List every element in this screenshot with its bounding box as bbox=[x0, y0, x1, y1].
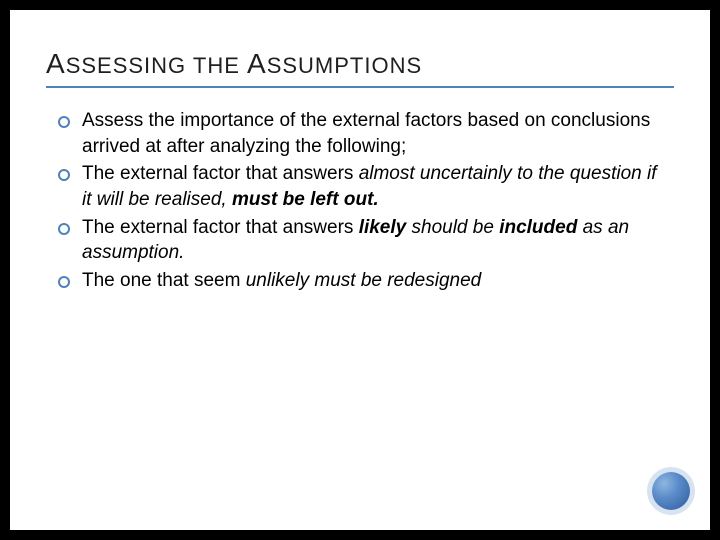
bullet-text-span: The one that seem bbox=[82, 270, 246, 291]
bullet-list: Assess the importance of the external fa… bbox=[46, 108, 674, 293]
bullet-text-span: must be left out. bbox=[232, 189, 379, 210]
bullet-text-span: likely bbox=[359, 217, 407, 238]
bullet-text-span: should be bbox=[406, 217, 499, 238]
bullet-text-span: The external factor that answers bbox=[82, 163, 359, 184]
slide-title: ASSESSING THE ASSUMPTIONS bbox=[46, 48, 674, 80]
slide: ASSESSING THE ASSUMPTIONS Assess the imp… bbox=[10, 10, 710, 530]
title-cap-2: A bbox=[247, 48, 267, 79]
bullet-item: The one that seem unlikely must be redes… bbox=[54, 268, 664, 294]
title-underline: ASSESSING THE ASSUMPTIONS bbox=[46, 48, 674, 88]
bullet-text-span: unlikely must be redesigned bbox=[246, 270, 482, 291]
bullet-text-span: included bbox=[499, 217, 577, 238]
decorative-sphere-icon bbox=[652, 472, 690, 510]
title-mid: THE bbox=[186, 53, 247, 78]
bullet-item: The external factor that answers almost … bbox=[54, 161, 664, 212]
bullet-item: Assess the importance of the external fa… bbox=[54, 108, 664, 159]
bullet-text-span: Assess the importance of the external fa… bbox=[82, 110, 650, 157]
title-part-2: SSUMPTIONS bbox=[267, 53, 422, 78]
title-part-1: SSESSING bbox=[66, 53, 186, 78]
bullet-text-span: almost uncertainly bbox=[359, 163, 512, 184]
bullet-item: The external factor that answers likely … bbox=[54, 215, 664, 266]
bullet-text-span: The external factor that answers bbox=[82, 217, 359, 238]
title-cap-1: A bbox=[46, 48, 66, 79]
